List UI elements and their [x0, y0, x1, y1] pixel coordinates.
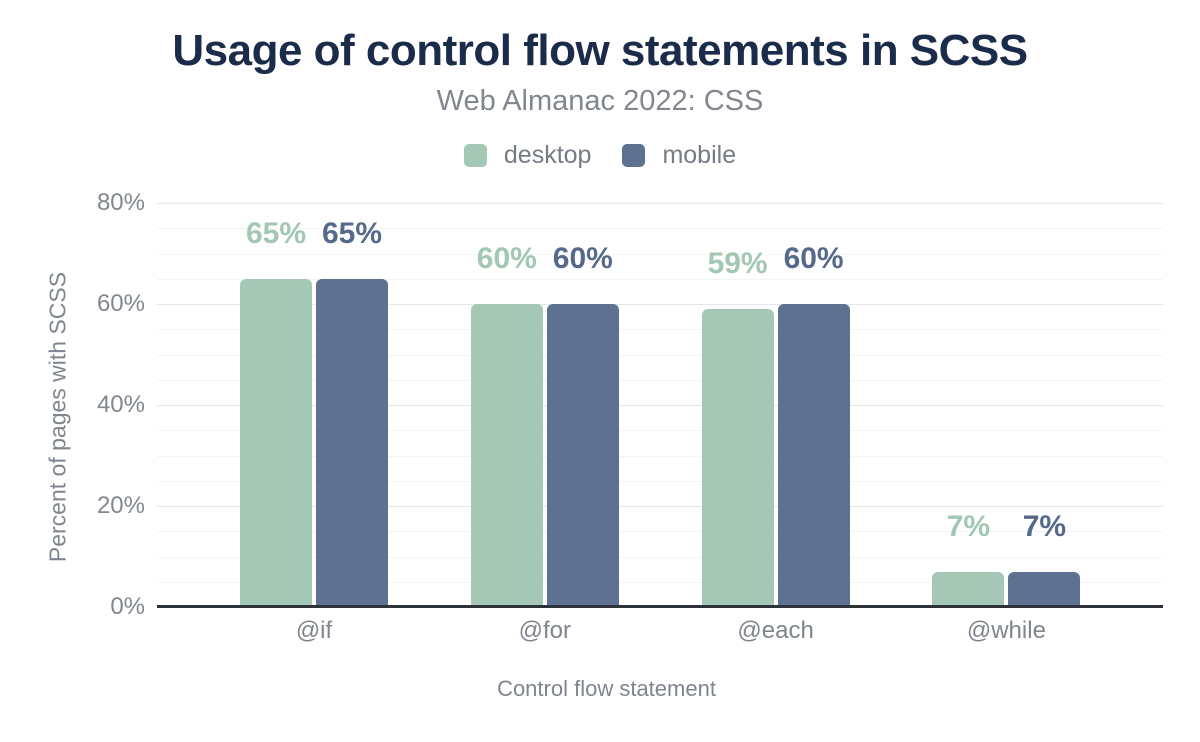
bar-value-label: 60% — [552, 242, 613, 275]
y-tick-label: 40% — [96, 391, 145, 418]
y-tick-label: 0% — [110, 593, 145, 620]
x-tick-label: @while — [966, 617, 1046, 644]
bar-desktop-@for — [470, 304, 543, 607]
minor-gridline — [157, 430, 1163, 432]
bar-value-label: 60% — [476, 242, 537, 275]
bar-mobile-@if — [316, 278, 388, 607]
bar-desktop-@each — [701, 309, 774, 607]
minor-gridline — [157, 379, 1163, 381]
minor-gridline — [157, 556, 1163, 558]
chart-title: Usage of control flow statements in SCSS — [172, 26, 1028, 75]
bar-mobile-@for — [546, 304, 619, 607]
x-tick-label: @each — [737, 617, 814, 644]
legend-swatch-mobile — [622, 144, 646, 167]
legend-item-mobile: mobile — [622, 141, 736, 170]
major-gridline — [157, 304, 1163, 305]
minor-gridline — [157, 354, 1163, 356]
y-tick-label: 20% — [96, 492, 145, 519]
bar-value-label: 7% — [1022, 509, 1067, 543]
bar-value-label: 65% — [321, 216, 383, 250]
bar-value-label: 59% — [707, 247, 768, 281]
bar-desktop-@while — [932, 571, 1005, 607]
bar-value-label: 60% — [783, 242, 844, 275]
minor-gridline — [157, 531, 1163, 533]
x-tick-label: @if — [295, 617, 333, 644]
chart-subtitle: Web Almanac 2022: CSS — [436, 85, 764, 117]
bar-value-label: 7% — [946, 509, 991, 543]
x-axis-title: Control flow statement — [497, 676, 716, 701]
minor-gridline — [157, 455, 1163, 457]
minor-gridline — [157, 480, 1163, 482]
x-axis-line — [157, 605, 1163, 608]
x-tick-label: @for — [518, 617, 571, 644]
minor-gridline — [157, 278, 1163, 280]
minor-gridline — [157, 253, 1163, 255]
bar-value-label: 65% — [245, 216, 307, 250]
bar-mobile-@while — [1008, 571, 1081, 607]
legend-item-desktop: desktop — [463, 141, 592, 170]
legend-swatch-desktop — [463, 144, 487, 167]
y-tick-label: 60% — [96, 290, 145, 317]
bar-desktop-@if — [240, 278, 312, 607]
major-gridline — [157, 405, 1163, 406]
legend-label-mobile: mobile — [662, 141, 737, 169]
minor-gridline — [157, 228, 1163, 230]
major-gridline — [157, 203, 1163, 204]
bar-mobile-@each — [777, 304, 850, 607]
y-tick-label: 80% — [96, 189, 145, 216]
major-gridline — [157, 506, 1163, 507]
chart-legend: desktop mobile — [0, 141, 1200, 170]
y-axis-title: Percent of pages with SCSS — [44, 271, 71, 563]
minor-gridline — [157, 329, 1163, 331]
minor-gridline — [157, 581, 1163, 583]
legend-label-desktop: desktop — [503, 141, 592, 169]
